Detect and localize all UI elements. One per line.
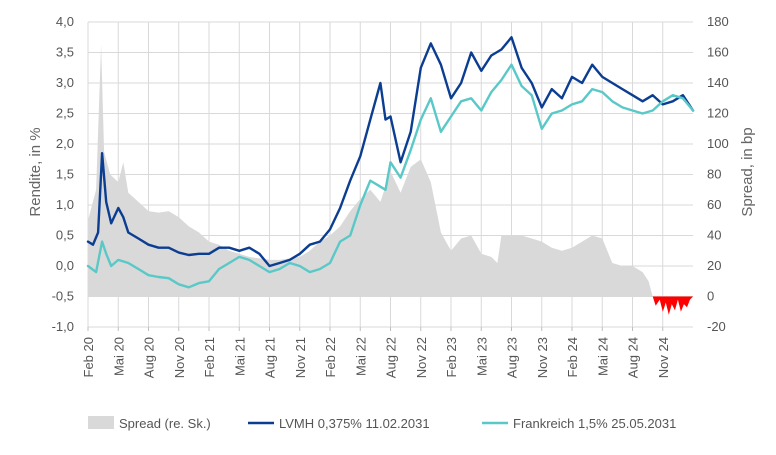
y-left-tick-label: 3,5 [56, 45, 74, 60]
y-right-tick-label: 160 [707, 45, 729, 60]
y-right-tick-label: 80 [707, 167, 721, 182]
x-tick-label: Nov 24 [656, 337, 671, 378]
y-right-tick-label: 60 [707, 197, 721, 212]
x-tick-label: Feb 24 [565, 337, 580, 377]
y-right-tick-label: 40 [707, 228, 721, 243]
x-tick-label: Feb 21 [202, 337, 217, 377]
series-line-2 [86, 36, 695, 268]
x-tick-label: Feb 20 [81, 337, 96, 377]
x-tick-label: Mai 21 [232, 337, 247, 376]
x-tick-label: Aug 21 [263, 337, 278, 378]
y-left-tick-label: 1,0 [56, 197, 74, 212]
y-right-tick-label: 100 [707, 136, 729, 151]
x-tick-label: Aug 24 [626, 337, 641, 378]
x-tick-label: Aug 22 [384, 337, 399, 378]
y-axis-right-title: Spread, in bp [739, 127, 756, 216]
x-tick-label: Mai 20 [111, 337, 126, 376]
yield-lines-group [86, 36, 695, 289]
x-tick-label: Mai 22 [353, 337, 368, 376]
x-tick-label: Nov 23 [535, 337, 550, 378]
y-left-tick-label: 0,0 [56, 258, 74, 273]
legend-label: Frankreich 1,5% 25.05.2031 [513, 416, 676, 431]
x-tick-label: Aug 20 [142, 337, 157, 378]
x-tick-label: Nov 21 [293, 337, 308, 378]
x-tick-label: Nov 22 [414, 337, 429, 378]
x-tick-label: Aug 23 [505, 337, 520, 378]
x-tick-label: Mai 23 [474, 337, 489, 376]
y-right-tick-label: 140 [707, 75, 729, 90]
y-right-tick-label: 180 [707, 14, 729, 29]
y-right-tick-label: 120 [707, 106, 729, 121]
y-right-tick-label: 0 [707, 289, 714, 304]
x-tick-label: Feb 23 [444, 337, 459, 377]
axes: 4,0 180 3,5 160 3,0 140 2,5 120 2,0 100 1,5 80 1,0 60… [52, 14, 729, 378]
y-left-tick-label: -1,0 [52, 319, 74, 334]
y-left-tick-label: -0,5 [52, 289, 74, 304]
legend-label: Spread (re. Sk.) [119, 416, 211, 431]
x-tick-label: Mai 24 [595, 337, 610, 376]
y-left-tick-label: 0,5 [56, 228, 74, 243]
x-tick-label: Nov 20 [172, 337, 187, 378]
y-left-tick-label: 2,0 [56, 136, 74, 151]
legend-swatch-spread [88, 416, 114, 429]
y-left-tick-label: 2,5 [56, 106, 74, 121]
y-right-tick-label: -20 [707, 319, 726, 334]
series-line-3 [86, 63, 695, 289]
x-tick-label: Feb 22 [323, 337, 338, 377]
legend-label: LVMH 0,375% 11.02.2031 [279, 416, 430, 431]
y-left-tick-label: 3,0 [56, 75, 74, 90]
legend: Spread (re. Sk.) LVMH 0,375% 11.02.2031 Fr… [88, 416, 676, 431]
series-area-1 [652, 296, 693, 315]
y-right-tick-label: 20 [707, 258, 721, 273]
y-left-tick-label: 4,0 [56, 14, 74, 29]
y-axis-left-title: Rendite, in % [27, 127, 44, 216]
y-left-tick-label: 1,5 [56, 167, 74, 182]
